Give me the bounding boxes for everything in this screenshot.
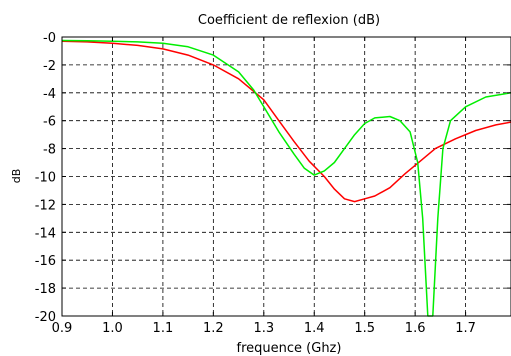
y-tick-label: -14 [35,226,56,241]
series-line-1 [61,40,511,203]
x-tick-label: 1.2 [203,321,224,336]
y-tick-label: -8 [43,143,56,158]
x-tick-label: 1.6 [405,321,426,336]
x-tick-label: 1.1 [153,321,174,336]
y-tick-label: -16 [35,254,56,269]
y-tick-label: -10 [35,171,56,186]
x-tick-label: 1.4 [304,321,325,336]
y-axis-label: dB [10,169,23,184]
chart-title: Coefficient de reflexion (dB) [198,13,380,28]
y-tick-label: -4 [43,87,56,102]
ticks: 0.9 1.0 1.1 1.2 1.3 1.4 1.5 1.6 1.7 -0 -2 -4 -6 -8 -10… [35,31,511,336]
x-axis-label: frequence (Ghz) [237,341,342,356]
y-tick-label: -18 [35,282,56,297]
y-tick-label: -6 [43,115,56,130]
y-tick-label: -20 [35,310,56,325]
x-tick-label: 1.7 [455,321,476,336]
series-layer [61,39,511,317]
y-tick-label: -12 [35,198,56,213]
x-tick-label: 1.3 [253,321,274,336]
x-tick-label: 1.0 [102,321,123,336]
y-tick-label: -2 [43,59,56,74]
y-tick-label: -0 [43,31,56,46]
x-tick-label: 0.9 [52,321,73,336]
series-line-2 [61,39,511,317]
x-tick-label: 1.5 [354,321,375,336]
grid [62,37,511,316]
